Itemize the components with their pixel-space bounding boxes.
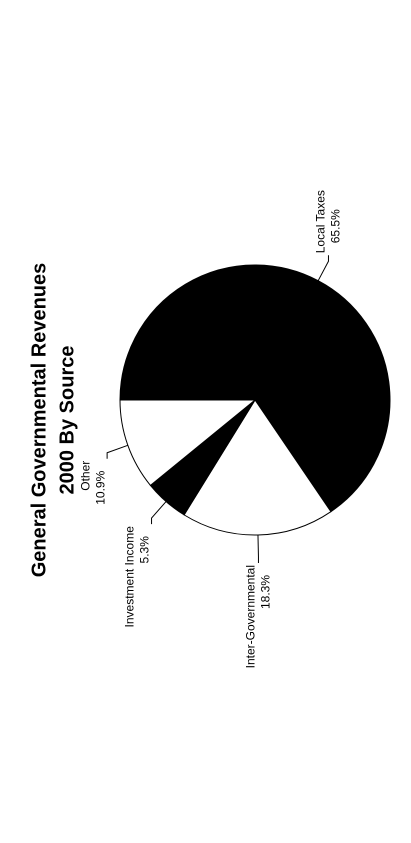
leader-line [317,255,329,281]
leader-line [151,501,167,525]
slice-label: Inter-Governmental [244,565,258,668]
slice-label: Local Taxes [314,190,328,253]
slice-value-label: 65.5% [329,209,343,243]
slice-label: Investment Income [123,526,137,628]
chart-title: General Governmental Revenues [28,263,50,578]
rotated-chart: General Governmental Revenues 2000 By So… [28,190,391,668]
slice-label: Other [78,461,92,491]
slice-value-label: 10.9% [93,470,107,504]
chart-subtitle: 2000 By Source [56,346,78,495]
slice-value-label: 18.3% [259,575,273,609]
slice-value-label: 5.3% [138,536,152,564]
leader-line [106,444,129,459]
pie-slice [183,399,332,536]
